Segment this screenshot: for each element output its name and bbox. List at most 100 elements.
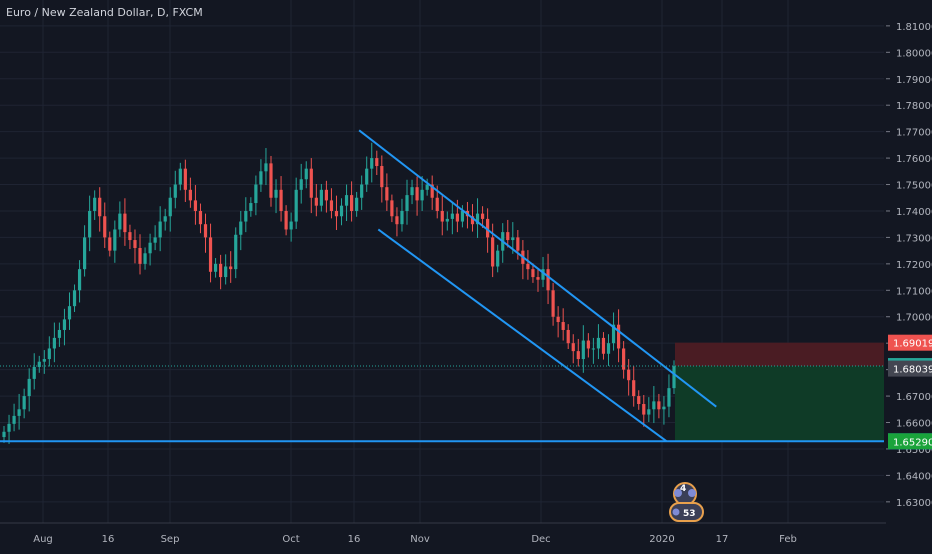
candle[interactable]	[662, 396, 666, 425]
candle[interactable]	[319, 183, 323, 212]
candle[interactable]	[108, 231, 112, 257]
candle[interactable]	[52, 322, 56, 363]
candle[interactable]	[556, 306, 560, 338]
candle[interactable]	[370, 142, 374, 183]
candle[interactable]	[410, 179, 414, 205]
candle[interactable]	[395, 207, 399, 237]
candle[interactable]	[632, 366, 636, 407]
event-badge-bottom[interactable]: 53	[669, 502, 704, 522]
candle[interactable]	[289, 212, 293, 242]
candle[interactable]	[203, 213, 208, 253]
candle[interactable]	[324, 180, 329, 213]
candle[interactable]	[279, 176, 283, 222]
candle[interactable]	[622, 341, 626, 379]
candle[interactable]	[672, 360, 676, 394]
event-markers[interactable]: 4 53	[669, 482, 704, 522]
candle[interactable]	[148, 233, 152, 266]
candle[interactable]	[596, 324, 601, 360]
candle[interactable]	[259, 159, 263, 192]
candle[interactable]	[138, 234, 142, 275]
candle[interactable]	[47, 336, 51, 367]
candle[interactable]	[627, 359, 631, 396]
price-label[interactable]: 1.65290	[888, 433, 932, 450]
candle[interactable]	[133, 229, 137, 264]
candle[interactable]	[667, 374, 671, 418]
candle[interactable]	[208, 223, 213, 283]
candle[interactable]	[2, 425, 6, 443]
event-badge-top[interactable]: 4	[673, 482, 697, 506]
candle[interactable]	[420, 176, 424, 211]
candle[interactable]	[244, 197, 248, 233]
candle[interactable]	[657, 393, 661, 419]
candle[interactable]	[551, 282, 555, 326]
candle[interactable]	[329, 188, 334, 219]
candle[interactable]	[173, 170, 177, 209]
candle[interactable]	[83, 225, 87, 277]
candle[interactable]	[304, 161, 308, 189]
candle[interactable]	[576, 338, 580, 367]
candle[interactable]	[27, 368, 31, 412]
candle[interactable]	[561, 308, 565, 341]
candle[interactable]	[42, 350, 46, 374]
candle[interactable]	[153, 225, 157, 251]
candle[interactable]	[284, 205, 288, 236]
candle[interactable]	[128, 224, 132, 250]
candle[interactable]	[531, 263, 535, 283]
candle[interactable]	[37, 355, 41, 373]
candle[interactable]	[365, 156, 369, 192]
candle[interactable]	[385, 173, 389, 211]
candle[interactable]	[198, 203, 203, 234]
candle[interactable]	[113, 220, 117, 263]
candle[interactable]	[566, 324, 570, 350]
candle[interactable]	[430, 175, 434, 210]
candle[interactable]	[425, 178, 429, 196]
candle[interactable]	[400, 198, 404, 232]
candle[interactable]	[601, 332, 606, 360]
channel-lower-trendline[interactable]	[377, 228, 667, 442]
trendlines[interactable]	[0, 129, 884, 443]
candle[interactable]	[591, 337, 595, 364]
candle[interactable]	[445, 211, 449, 231]
candle[interactable]	[380, 155, 384, 203]
candle[interactable]	[224, 254, 228, 285]
candle[interactable]	[360, 175, 364, 210]
candle[interactable]	[586, 333, 590, 358]
candle[interactable]	[264, 148, 268, 186]
candle[interactable]	[299, 163, 303, 204]
candle[interactable]	[98, 187, 102, 232]
candle[interactable]	[611, 312, 616, 351]
candle[interactable]	[355, 191, 359, 217]
candle[interactable]	[571, 334, 575, 364]
candle[interactable]	[57, 322, 62, 347]
candle[interactable]	[349, 181, 354, 222]
candle[interactable]	[274, 179, 278, 214]
candle[interactable]	[606, 334, 611, 366]
candle[interactable]	[294, 177, 298, 229]
candle[interactable]	[334, 195, 339, 231]
candle[interactable]	[339, 198, 344, 226]
candle[interactable]	[309, 158, 313, 214]
candle[interactable]	[536, 268, 540, 292]
candle[interactable]	[12, 403, 16, 432]
candle[interactable]	[168, 187, 172, 232]
candle[interactable]	[506, 219, 510, 248]
candle[interactable]	[405, 179, 409, 225]
candle[interactable]	[118, 201, 122, 237]
candle[interactable]	[375, 150, 379, 176]
candle[interactable]	[581, 325, 585, 373]
candle[interactable]	[88, 195, 92, 252]
candle[interactable]	[496, 244, 500, 273]
candle[interactable]	[314, 183, 318, 217]
candle[interactable]	[616, 309, 621, 363]
price-axis[interactable]: 1.81000 1.80000 1.79000 1.78000 1.77000 1.760…	[886, 0, 932, 550]
candle[interactable]	[7, 414, 11, 444]
candle[interactable]	[415, 176, 419, 216]
candle[interactable]	[72, 284, 77, 312]
candle[interactable]	[642, 395, 646, 427]
candle[interactable]	[254, 175, 258, 216]
candle[interactable]	[480, 206, 485, 228]
candle[interactable]	[123, 198, 127, 246]
candle[interactable]	[460, 205, 465, 228]
